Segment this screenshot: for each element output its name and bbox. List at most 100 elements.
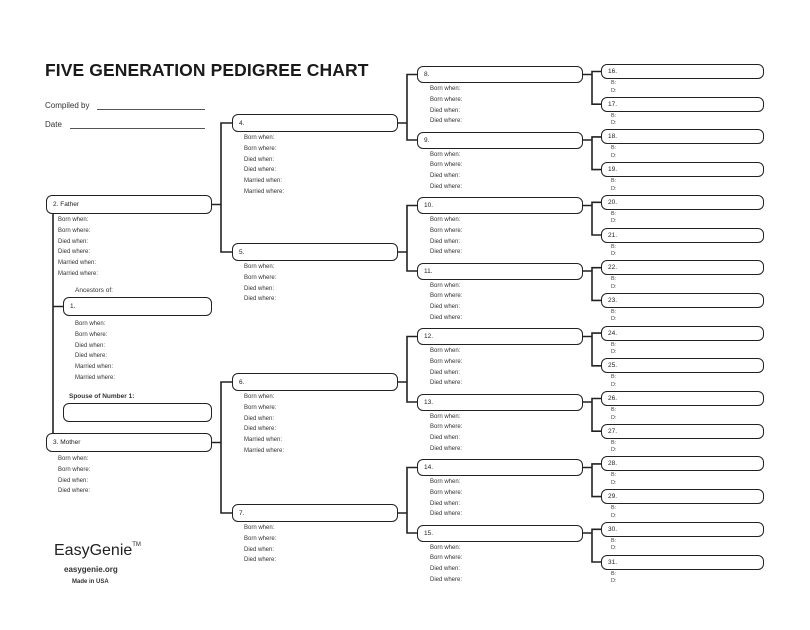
person-number-label: 31. (608, 558, 618, 566)
field-label: Died where: (244, 426, 277, 433)
field-label: Died where: (430, 576, 463, 583)
person-number-label: 26. (608, 395, 618, 402)
person-number-label: 12. (424, 333, 434, 340)
field-label: D: (611, 251, 617, 257)
field-label: Born when: (244, 135, 275, 141)
person-box-6[interactable]: 6. (232, 373, 398, 391)
field-label: B: (611, 243, 617, 250)
person-box-27[interactable]: 27. (601, 423, 764, 439)
person-number-label: 30. (608, 525, 618, 533)
field-label: Died where: (58, 488, 91, 495)
person-box-21[interactable]: 21. (601, 227, 764, 243)
person-number-label: 29. (608, 493, 618, 501)
person-box-19[interactable]: 19. (601, 162, 764, 178)
person-box-24[interactable]: 24. (601, 325, 764, 341)
field-label: Born when: (430, 151, 461, 158)
field-label: D: (611, 152, 617, 159)
person-box-23[interactable]: 23. (601, 292, 764, 308)
person-box-31[interactable]: 31. (601, 554, 764, 570)
person-box-5[interactable]: 5. (232, 243, 398, 261)
connector-line (583, 463, 601, 498)
connector-line (583, 397, 601, 432)
field-label: Married where: (244, 189, 285, 195)
person-box-11[interactable]: 11. (417, 262, 583, 280)
field-label: D: (611, 381, 617, 388)
field-label: Born where: (430, 227, 463, 234)
field-label: D: (611, 87, 617, 94)
page-title: FIVE GENERATION PEDIGREE CHART (45, 60, 369, 80)
field-label: Died when: (244, 285, 275, 292)
field-label: Died where: (244, 167, 277, 174)
person-box-18[interactable]: 18. (601, 129, 764, 145)
person-box-14[interactable]: 14. (417, 459, 583, 476)
field-label: Married when: (75, 364, 114, 371)
date-field[interactable] (70, 128, 205, 129)
compiled-by-field[interactable] (97, 109, 205, 110)
person-box-3[interactable]: 3. Mother (46, 433, 212, 452)
field-label: B: (611, 112, 617, 119)
person-number-label: 24. (608, 329, 618, 337)
field-label: Born when: (430, 348, 461, 354)
field-label: Born where: (430, 358, 463, 365)
person-box-13[interactable]: 13. (417, 393, 583, 411)
field-label: Died when: (430, 435, 461, 442)
field-label: Born where: (75, 331, 108, 338)
field-label: Born where: (430, 424, 463, 431)
field-label: D: (611, 545, 617, 552)
field-label: B: (611, 341, 617, 348)
field-label: Died when: (430, 500, 461, 507)
field-label: Born when: (430, 479, 461, 485)
person-box-17[interactable]: 17. (601, 96, 764, 112)
person-box-10[interactable]: 10. (417, 197, 583, 214)
person-number-label: 16. (608, 68, 618, 75)
person-box-7[interactable]: 7. (232, 504, 398, 522)
field-label: Died where: (430, 445, 463, 452)
person-box-12[interactable]: 12. (417, 328, 583, 345)
person-box-16[interactable]: 16. (601, 64, 764, 79)
person-box-4[interactable]: 4. (232, 114, 398, 132)
person-number-label: 25. (608, 362, 618, 370)
field-label: Born where: (430, 489, 463, 496)
field-label: Died when: (430, 173, 461, 180)
person-box-29[interactable]: 29. (601, 489, 764, 505)
person-box-22[interactable]: 22. (601, 260, 764, 276)
connector-line (583, 136, 601, 171)
field-label: Died where: (430, 380, 463, 387)
field-label: Born when: (244, 264, 275, 270)
field-label: D: (611, 185, 617, 192)
person-number-label: 20. (608, 198, 618, 206)
person-box-8[interactable]: 8. (417, 66, 583, 83)
person-box-28[interactable]: 28. (601, 456, 764, 472)
connector-line (52, 214, 63, 433)
field-label: Died when: (430, 304, 461, 311)
compiled-by-label: Compiled by (45, 101, 90, 110)
connector-line (398, 466, 417, 534)
field-label: Born when: (430, 282, 461, 289)
field-label: Died when: (430, 238, 461, 245)
person-number-label: 22. (608, 264, 618, 272)
person-box-9[interactable]: 9. (417, 131, 583, 149)
person-box-20[interactable]: 20. (601, 194, 764, 210)
person-box-2[interactable]: 2. Father (46, 195, 212, 214)
field-label: Married where: (75, 375, 116, 381)
person-box-26[interactable]: 26. (601, 391, 764, 406)
field-label: Born where: (430, 96, 463, 103)
field-label: Died where: (430, 118, 463, 125)
field-label: B: (611, 145, 617, 152)
field-label: Died when: (430, 369, 461, 376)
field-label: Born when: (430, 86, 461, 92)
field-label: Born where: (244, 535, 277, 542)
person-number-label: 17. (608, 100, 618, 108)
field-label: Born when: (430, 217, 461, 223)
person-box-30[interactable]: 30. (601, 521, 764, 537)
person-number-label: 6. (239, 378, 245, 386)
person-box-15[interactable]: 15. (417, 524, 583, 542)
person-box-1[interactable]: 1. (63, 297, 212, 316)
made-in-text: Made in USA (72, 579, 109, 585)
spouse-name-box[interactable] (63, 403, 212, 422)
person-number-label: 23. (608, 296, 618, 304)
field-label: B: (611, 407, 617, 413)
spouse-label: Spouse of Number 1: (69, 393, 135, 400)
person-box-25[interactable]: 25. (601, 358, 764, 374)
